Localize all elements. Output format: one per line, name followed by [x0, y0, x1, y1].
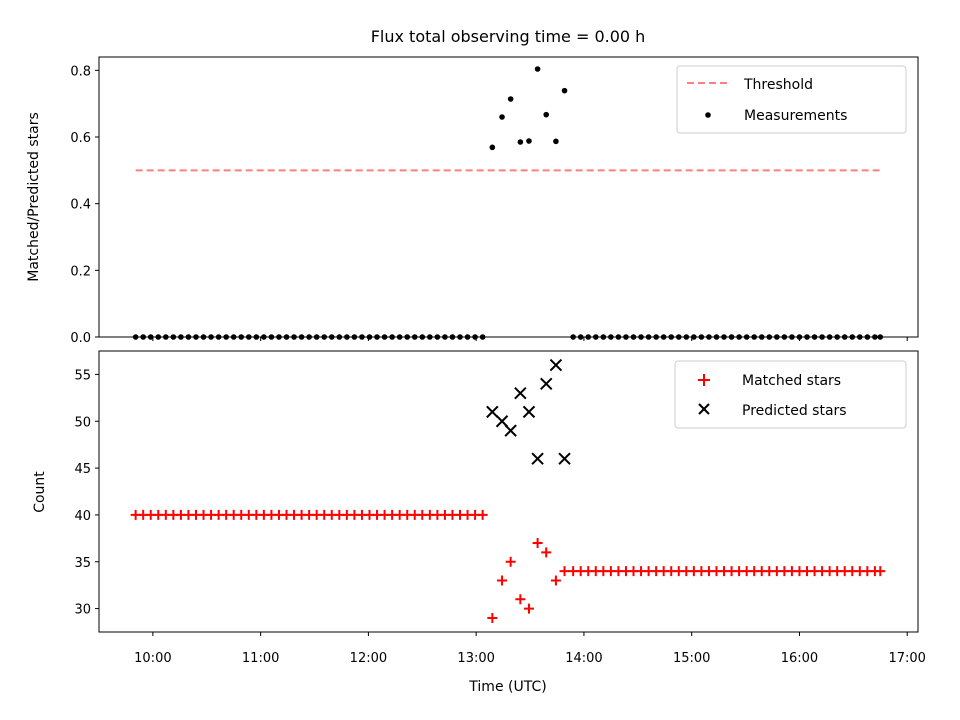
- matched-star-point: [532, 538, 543, 549]
- bottom-plot-area: 30 35 40 45 50 55: [74, 358, 908, 636]
- predicted-star-point: [549, 358, 563, 372]
- top-y-tick-label: 0.8: [70, 64, 91, 79]
- matched-star-point: [477, 509, 488, 520]
- x-tick-label: 12:00: [350, 651, 387, 666]
- measurement-point: [561, 87, 568, 94]
- bottom-panel-frame: [98, 350, 919, 633]
- bottom-y-tick-label: 30: [74, 603, 91, 618]
- top-plot-area: 0.0 0.2 0.4 0.6 0.8: [70, 64, 908, 346]
- x-tick-label: 13:00: [457, 651, 494, 666]
- legend-predicted-swatch: [698, 403, 710, 415]
- bottom-legend: Matched stars Predicted stars: [674, 360, 907, 429]
- predicted-star-point: [558, 452, 571, 465]
- top-panel-frame: [98, 56, 919, 338]
- x-tick-label: 17:00: [888, 651, 925, 666]
- measurement-point: [534, 66, 541, 72]
- measurement-point: [543, 111, 550, 118]
- bottom-y-tick-label: 50: [74, 415, 91, 430]
- predicted-star-point: [531, 452, 544, 465]
- chart-title: Flux total observing time = 0.00 h: [371, 27, 646, 46]
- measurement-point: [489, 144, 496, 151]
- measurement-point: [526, 138, 532, 144]
- x-tick-label: 15:00: [673, 651, 710, 666]
- top-legend-box: [676, 65, 907, 134]
- bottom-legend-box: [674, 360, 907, 429]
- matched-star-point: [505, 556, 516, 567]
- bottom-y-tick-label: 45: [74, 462, 91, 477]
- matched-star-point: [515, 594, 526, 605]
- matched-star-point: [875, 566, 886, 577]
- top-y-tick-label: 0.6: [70, 131, 91, 146]
- measurement-point: [499, 114, 505, 120]
- matched-star-point: [523, 603, 534, 614]
- bottom-y-tick-label: 40: [74, 509, 91, 524]
- x-tick-label: 14:00: [565, 651, 602, 666]
- x-tick-label: 16:00: [781, 651, 818, 666]
- bottom-panel: 30 35 40 45 50 55 Count Matched stars Predict…: [32, 350, 919, 636]
- top-y-tick-label: 0.4: [70, 198, 91, 213]
- predicted-star-point: [504, 424, 517, 437]
- matched-star-point: [541, 547, 552, 558]
- matched-star-point: [550, 575, 561, 586]
- legend-predicted-label: Predicted stars: [742, 403, 847, 419]
- legend-matched-swatch: [698, 374, 710, 386]
- measurement-point: [517, 139, 524, 145]
- x-axis: 10:00 11:00 12:00 13:00 14:00 15:00 16:00 17:00: [134, 651, 926, 666]
- bottom-y-tick-label: 55: [74, 368, 91, 383]
- matched-star-point: [487, 612, 498, 623]
- bottom-y-tick-label: 35: [74, 556, 91, 571]
- predicted-star-point: [514, 386, 527, 400]
- x-tick-label: 10:00: [134, 651, 171, 666]
- top-legend: Threshold Measurements: [676, 65, 907, 134]
- x-tick-label: 11:00: [242, 651, 279, 666]
- predicted-star-point: [522, 405, 536, 419]
- top-y-tick-label: 0.0: [70, 331, 91, 346]
- top-y-axis-label: Matched/Predicted stars: [26, 112, 42, 282]
- measurement-point: [553, 138, 559, 145]
- top-y-tick-label: 0.2: [70, 264, 91, 279]
- top-panel: 0.00.20.40.60.8 Matched/Predicted stars …: [26, 56, 919, 346]
- matched-star-point: [559, 566, 570, 577]
- predicted-star-point: [486, 405, 499, 419]
- legend-measurements-swatch: [705, 112, 711, 118]
- matched-star-point: [497, 575, 508, 586]
- legend-threshold-label: Threshold: [743, 77, 813, 93]
- measurement-point: [507, 96, 514, 102]
- bottom-y-axis-label: Count: [32, 471, 48, 513]
- legend-measurements-label: Measurements: [744, 108, 847, 124]
- predicted-star-point: [540, 377, 553, 390]
- x-axis-label: Time (UTC): [468, 679, 546, 695]
- legend-matched-label: Matched stars: [742, 373, 841, 389]
